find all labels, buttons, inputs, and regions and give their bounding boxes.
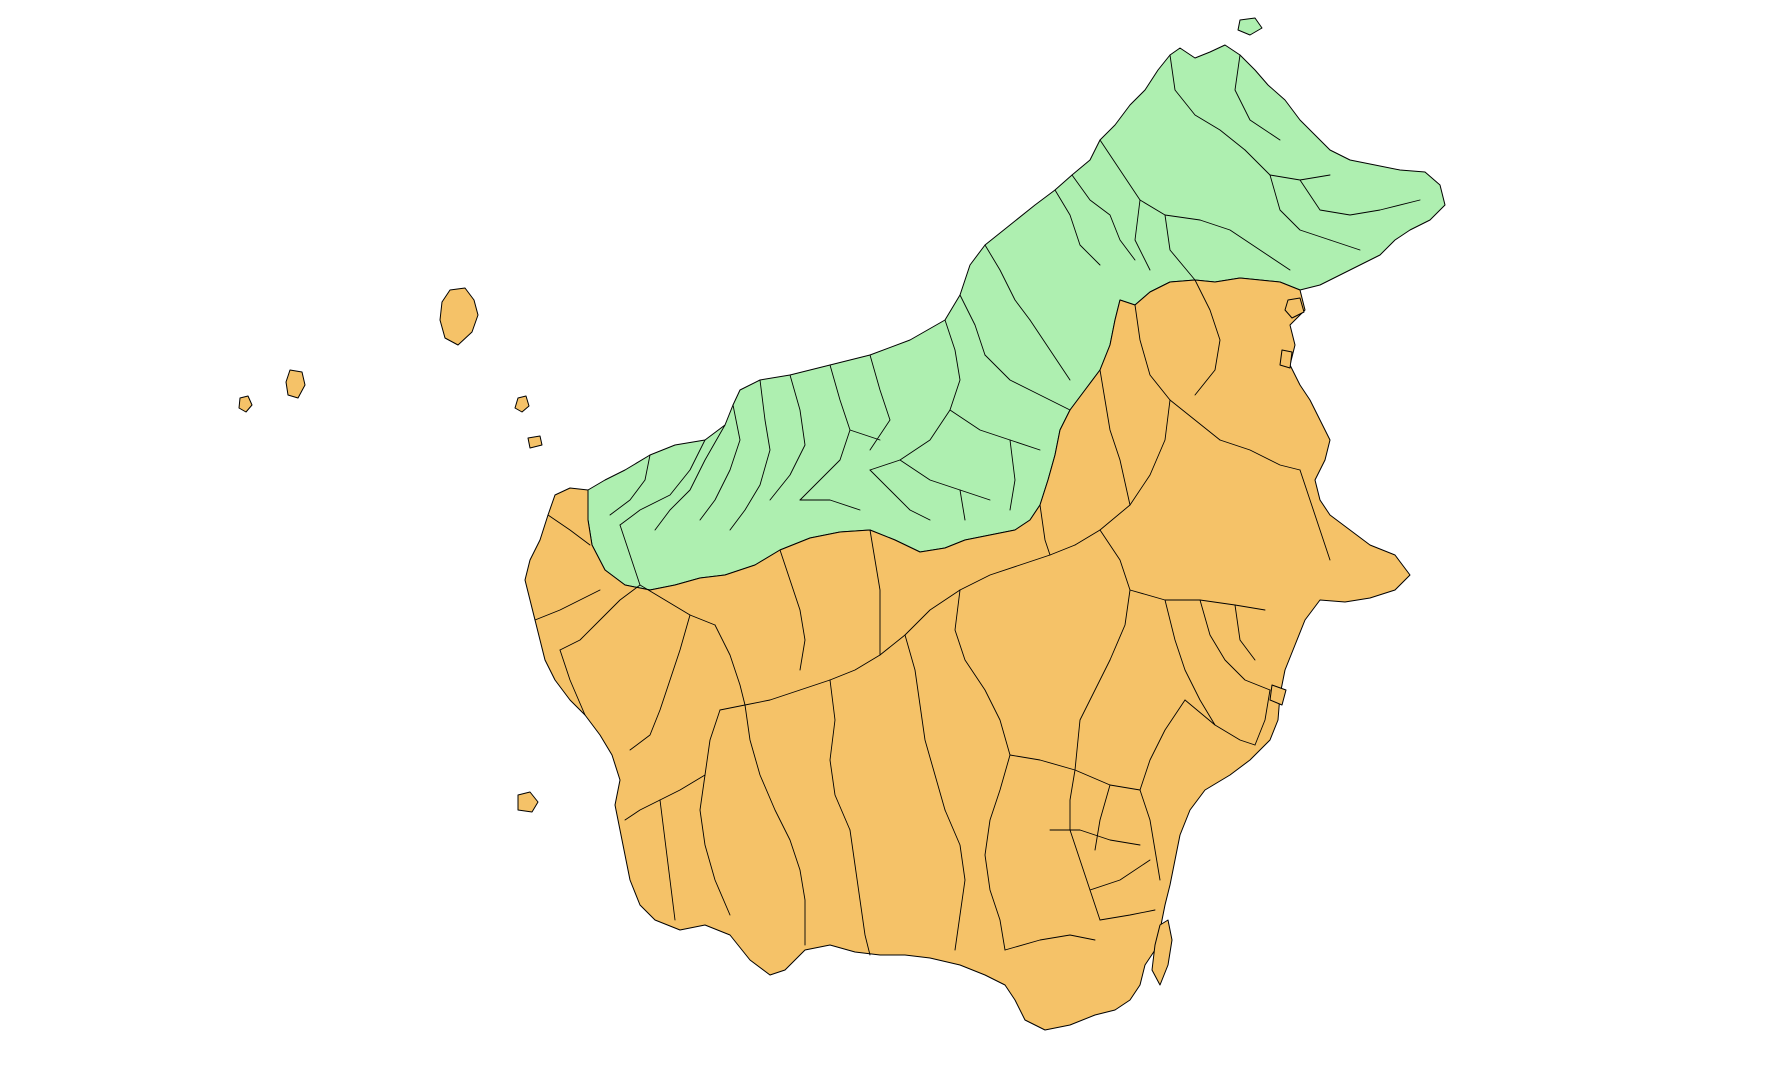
boundary-line: [699, 709, 731, 916]
boundary-line: [959, 294, 986, 356]
boundary-line: [869, 354, 891, 451]
boundary-line: [1234, 54, 1281, 141]
boundary-line: [1269, 174, 1331, 241]
boundary-line: [714, 624, 746, 706]
boundary-line: [984, 354, 1071, 411]
boundary-line: [984, 244, 1031, 321]
boundary-line: [1054, 189, 1101, 266]
boundary-line: [829, 589, 961, 681]
island-laut[interactable]: [1151, 919, 1173, 986]
boundary-line: [534, 589, 601, 621]
boundary-line: [944, 809, 966, 951]
boundary-line: [1099, 909, 1156, 921]
island-banggi[interactable]: [1237, 17, 1263, 36]
boundary-line: [1089, 859, 1151, 891]
boundary-line: [1029, 319, 1071, 381]
boundary-line: [719, 679, 831, 711]
boundary-line: [1004, 934, 1096, 951]
boundary-line: [1134, 199, 1151, 271]
island-small-1[interactable]: [514, 395, 530, 413]
boundary-line: [869, 469, 931, 521]
boundary-line: [1039, 504, 1051, 556]
boundary-line: [1219, 439, 1301, 471]
boundary-line: [1134, 304, 1221, 441]
boundary-line: [769, 374, 806, 501]
boundary-line: [559, 584, 641, 651]
boundary-line: [1009, 439, 1016, 511]
boundary-line: [659, 799, 676, 921]
boundary-line: [1199, 219, 1291, 271]
boundary-line: [654, 424, 726, 531]
island-tarakan[interactable]: [1284, 297, 1305, 319]
boundary-line: [779, 549, 806, 671]
boundary-line: [949, 409, 1041, 451]
boundary-line: [1194, 279, 1221, 396]
island-bunyu[interactable]: [1279, 349, 1293, 369]
admin-boundaries: [534, 54, 1421, 956]
boundary-line: [1184, 699, 1256, 746]
region-indonesia[interactable]: [524, 277, 1411, 1031]
boundary-line: [619, 439, 706, 526]
boundary-line: [1074, 659, 1111, 771]
island-anambas[interactable]: [285, 369, 306, 399]
boundary-line: [1299, 179, 1421, 216]
boundary-line: [744, 704, 806, 946]
region-islands[interactable]: [238, 17, 1305, 986]
boundary-line: [1139, 699, 1186, 791]
boundary-line: [1164, 599, 1216, 726]
boundary-line: [1139, 789, 1161, 881]
boundary-line: [849, 429, 881, 441]
boundary-line: [959, 544, 1076, 591]
boundary-line: [829, 679, 851, 831]
boundary-line: [1049, 829, 1141, 846]
boundary-line: [1199, 599, 1271, 691]
boundary-line: [1299, 469, 1331, 561]
boundary-line: [609, 454, 651, 516]
boundary-line: [559, 649, 586, 716]
boundary-line: [1164, 214, 1196, 281]
boundary-line: [1254, 689, 1271, 746]
island-small-2[interactable]: [527, 435, 543, 449]
boundary-line: [619, 524, 641, 586]
boundary-line: [629, 614, 691, 751]
boundary-line: [849, 829, 871, 956]
boundary-line: [1234, 604, 1256, 661]
boundary-line: [1074, 399, 1171, 546]
island-tambelan[interactable]: [238, 395, 253, 413]
boundary-line: [1069, 769, 1101, 921]
island-derawan[interactable]: [1269, 684, 1287, 706]
boundary-line: [899, 459, 991, 501]
island-natuna-besar[interactable]: [439, 287, 479, 346]
boundary-line: [1099, 369, 1131, 506]
boundary-line: [799, 364, 851, 501]
boundary-line: [954, 589, 1011, 756]
boundary-line: [1244, 149, 1331, 181]
boundary-line: [729, 379, 771, 531]
boundary-line: [639, 584, 716, 626]
boundary-line: [1071, 174, 1136, 261]
boundary-line: [1094, 784, 1111, 851]
boundary-line: [984, 754, 1011, 951]
island-karimata[interactable]: [517, 791, 539, 813]
boundary-line: [1169, 54, 1246, 151]
boundary-line: [699, 404, 741, 521]
boundary-line: [869, 529, 881, 656]
boundary-line: [959, 489, 966, 521]
boundary-line: [799, 499, 861, 511]
boundary-line: [547, 514, 591, 546]
indonesia-landmass[interactable]: [524, 277, 1411, 1031]
boundary-line: [1329, 239, 1361, 251]
boundary-line: [904, 634, 946, 811]
